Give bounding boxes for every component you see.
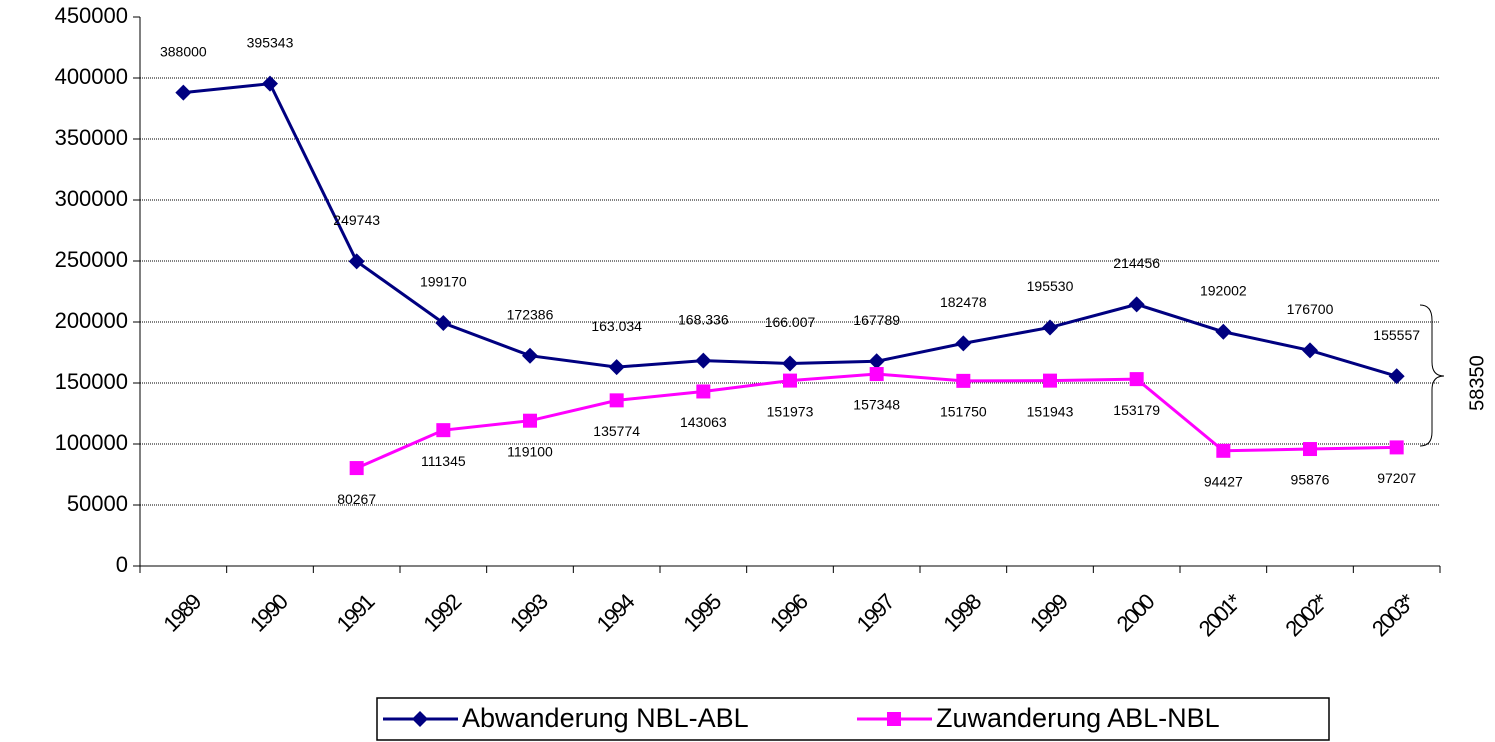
x-tick-label: 1994 [592,589,640,637]
marker [869,367,884,382]
marker [1128,296,1145,313]
data-label: 214456 [1113,255,1160,271]
x-tick-label: 1991 [332,589,380,637]
data-label: 157348 [853,397,900,413]
data-label: 153179 [1113,402,1160,418]
y-tick-label: 450000 [55,3,128,28]
y-tick-label: 100000 [55,430,128,455]
x-tick-label: 2002* [1280,588,1333,641]
marker [695,352,712,369]
marker [1388,368,1405,385]
data-label: 395343 [247,34,294,50]
data-label: 143063 [680,414,727,430]
y-tick-label: 200000 [55,308,128,333]
x-tick-label: 1998 [938,589,986,637]
data-label: 182478 [940,294,987,310]
data-label: 176700 [1287,301,1334,317]
x-tick-label: 1996 [765,589,813,637]
marker [782,355,798,372]
marker [1129,372,1144,387]
y-tick-label: 350000 [55,125,128,150]
marker [783,373,797,388]
x-tick-label: 2000 [1112,589,1160,637]
marker [1043,373,1057,388]
y-tick-label: 0 [116,552,128,577]
marker [955,335,972,352]
annotation: 58350 [1466,355,1488,411]
marker [522,347,538,364]
data-label: 166.007 [765,314,816,330]
data-label: 195530 [1027,278,1074,294]
data-label: 80267 [337,491,376,507]
data-label: 119100 [507,443,553,459]
marker [436,423,451,438]
legend-label: Abwanderung NBL-ABL [462,703,749,733]
data-label: 167789 [853,312,900,328]
marker [1389,440,1404,455]
x-tick-label: 1995 [678,589,726,637]
data-label: 111345 [421,453,466,469]
data-label: 168.336 [678,311,729,327]
y-tick-label: 300000 [55,186,128,211]
marker [348,253,365,270]
x-tick-label: 2001* [1194,588,1247,641]
marker [1215,323,1232,340]
marker [696,384,711,399]
data-label: 163.034 [591,318,642,334]
marker [887,712,901,726]
y-tick-label: 150000 [55,369,128,394]
x-tick-label: 1992 [418,589,466,637]
marker [349,461,364,476]
data-label: 95876 [1291,472,1330,488]
data-label: 151750 [940,404,987,420]
marker [608,359,625,376]
x-tick-label: 1990 [245,589,293,637]
data-label: 249743 [333,212,380,228]
x-tick-label: 2003* [1367,588,1420,641]
x-tick-label: 1993 [505,589,553,637]
marker [868,353,885,370]
y-tick-label: 250000 [55,247,128,272]
marker [1216,443,1231,458]
x-tick-label: 1999 [1025,589,1073,637]
series-line [183,82,1398,378]
marker [435,315,452,332]
marker [1042,319,1058,336]
marker [412,711,428,727]
marker [523,413,537,428]
y-tick-label: 50000 [67,491,128,516]
data-label: 94427 [1204,474,1243,490]
data-label: 151973 [767,403,814,419]
data-label: 199170 [420,274,467,290]
marker [609,393,624,408]
marker [956,373,971,388]
marker [1302,342,1318,359]
marker [175,84,192,101]
x-tick-label: 1997 [852,589,900,637]
marker [1303,442,1317,457]
y-tick-label: 400000 [55,64,128,89]
data-label: 135774 [593,423,640,439]
marker [262,75,278,92]
data-label: 192002 [1200,282,1247,298]
data-label: 97207 [1377,470,1416,486]
data-label: 155557 [1373,327,1420,343]
legend-box [376,697,1330,741]
data-label: 151943 [1027,403,1074,419]
data-label: 172386 [507,306,554,322]
data-label: 388000 [160,43,207,59]
x-tick-label: 1989 [158,589,206,637]
brace [1419,304,1445,447]
legend-label: Zuwanderung ABL-NBL [936,703,1220,733]
